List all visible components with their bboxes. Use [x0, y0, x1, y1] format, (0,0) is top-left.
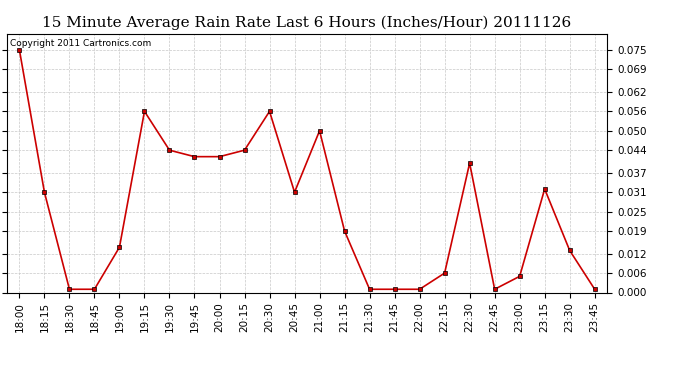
Text: Copyright 2011 Cartronics.com: Copyright 2011 Cartronics.com: [10, 39, 151, 48]
Title: 15 Minute Average Rain Rate Last 6 Hours (Inches/Hour) 20111126: 15 Minute Average Rain Rate Last 6 Hours…: [42, 15, 572, 30]
